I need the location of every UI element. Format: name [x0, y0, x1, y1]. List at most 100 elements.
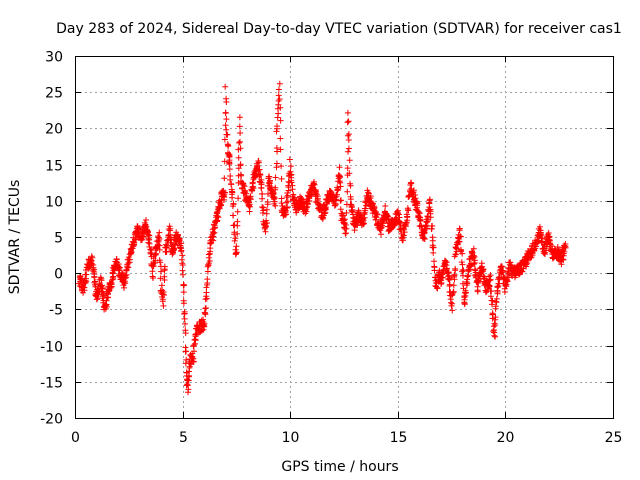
data-point — [260, 204, 267, 211]
data-point — [274, 123, 280, 130]
data-point — [446, 275, 453, 281]
data-point — [445, 276, 452, 283]
data-point — [546, 236, 553, 243]
data-point — [222, 122, 229, 129]
data-point — [504, 278, 511, 285]
data-point — [256, 166, 263, 173]
data-point — [143, 217, 149, 223]
data-point — [271, 195, 278, 201]
data-point — [345, 137, 352, 143]
data-point — [338, 197, 344, 204]
data-point — [298, 195, 305, 202]
data-points — [75, 80, 569, 396]
data-point — [345, 118, 352, 125]
data-point — [428, 225, 435, 232]
data-point — [144, 228, 151, 235]
data-point — [461, 296, 468, 303]
data-point — [349, 208, 356, 215]
y-tick-label: -20 — [40, 412, 63, 428]
data-point — [183, 356, 190, 363]
data-point — [237, 162, 244, 169]
data-point — [471, 257, 478, 264]
data-point — [492, 322, 499, 328]
data-point — [122, 280, 129, 287]
data-point — [223, 116, 230, 123]
data-point — [123, 271, 130, 278]
data-point — [247, 203, 253, 210]
data-point — [221, 136, 228, 143]
data-point — [278, 175, 285, 182]
data-point — [491, 327, 497, 333]
data-point — [421, 236, 428, 242]
data-point — [285, 178, 292, 185]
data-point — [274, 114, 281, 121]
data-point — [400, 232, 407, 239]
data-point — [180, 289, 187, 296]
data-point — [93, 296, 100, 303]
data-point — [123, 274, 129, 281]
data-point — [462, 292, 469, 299]
data-point — [501, 289, 508, 295]
data-point — [131, 239, 138, 246]
data-point — [322, 204, 329, 211]
data-point — [204, 276, 211, 283]
data-point — [405, 206, 412, 213]
data-point — [152, 252, 159, 258]
data-point — [365, 189, 372, 196]
data-point — [167, 225, 174, 232]
data-point — [233, 249, 240, 256]
data-point — [395, 211, 402, 218]
data-point — [258, 181, 265, 188]
data-point — [190, 342, 197, 349]
data-point — [344, 188, 351, 195]
data-point — [414, 202, 421, 209]
data-point — [478, 260, 485, 267]
data-point — [272, 174, 279, 181]
data-point — [170, 245, 177, 252]
data-point — [345, 148, 351, 155]
y-tick-label: 30 — [45, 50, 63, 66]
data-point — [341, 217, 348, 224]
data-point — [507, 259, 514, 266]
data-point — [222, 109, 229, 116]
data-point — [346, 157, 353, 164]
data-point — [562, 244, 569, 251]
data-point — [231, 237, 238, 244]
data-point — [215, 214, 222, 221]
data-point — [347, 182, 354, 189]
data-point — [395, 207, 401, 214]
data-point — [451, 271, 458, 278]
data-point — [157, 259, 164, 266]
data-point — [266, 178, 273, 185]
data-point — [99, 285, 106, 291]
data-point — [262, 228, 269, 235]
data-point — [89, 267, 96, 274]
data-point — [156, 235, 163, 242]
data-point — [180, 297, 187, 304]
data-point — [118, 269, 125, 276]
data-point — [222, 83, 229, 90]
data-point — [255, 159, 262, 166]
data-point — [488, 288, 495, 294]
data-point — [539, 235, 546, 242]
data-point — [83, 271, 90, 278]
data-point — [299, 196, 305, 203]
data-point — [275, 92, 282, 99]
data-point — [276, 80, 283, 87]
data-point — [344, 119, 351, 126]
data-point — [174, 232, 181, 239]
data-point — [157, 275, 164, 282]
data-point — [272, 202, 279, 209]
data-point — [545, 230, 552, 236]
data-point — [182, 330, 189, 337]
data-point — [291, 194, 298, 201]
data-point — [304, 201, 311, 208]
data-point — [519, 268, 526, 275]
data-point — [408, 180, 415, 187]
data-point — [110, 273, 117, 280]
data-point — [233, 243, 240, 250]
data-point — [277, 117, 284, 124]
data-point — [221, 175, 228, 182]
data-point — [543, 243, 550, 250]
x-tick-label: 10 — [282, 430, 300, 446]
